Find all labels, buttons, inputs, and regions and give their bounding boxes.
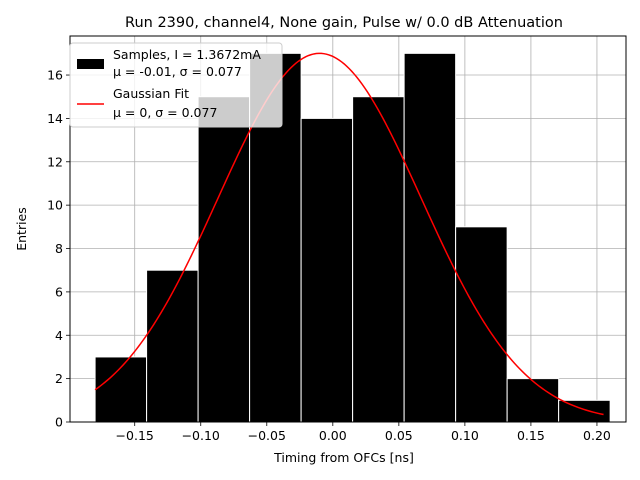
y-tick-label: 16 xyxy=(47,68,63,83)
legend-samples-label: Samples, I = 1.3672mA xyxy=(113,47,261,62)
histogram-bar xyxy=(455,226,508,423)
histogram-bar xyxy=(300,117,354,423)
x-tick-label: 0.05 xyxy=(385,428,413,443)
legend: Samples, I = 1.3672mA μ = -0.01, σ = 0.0… xyxy=(69,42,283,128)
y-tick-label: 2 xyxy=(55,371,63,386)
x-tick-label: 0.00 xyxy=(319,428,347,443)
x-tick-label: 0.15 xyxy=(517,428,545,443)
y-tick-label: 4 xyxy=(55,328,63,343)
x-axis-title: Timing from OFCs [ns] xyxy=(273,450,414,465)
histogram-bar xyxy=(506,378,560,423)
chart-title: Run 2390, channel4, None gain, Pulse w/ … xyxy=(125,15,563,31)
y-tick-label: 14 xyxy=(47,111,63,126)
x-tick-label: 0.20 xyxy=(583,428,611,443)
x-tick-label: −0.10 xyxy=(182,428,220,443)
bars xyxy=(94,52,611,423)
x-tick-label: −0.15 xyxy=(116,428,154,443)
gaussian-fit-line xyxy=(94,52,604,416)
y-tick-label: 10 xyxy=(47,198,63,213)
histogram-bar xyxy=(403,52,457,423)
plot-area xyxy=(69,35,627,423)
histogram-bar xyxy=(558,399,611,423)
legend-samples-stats: μ = -0.01, σ = 0.077 xyxy=(113,64,242,79)
legend-fit-stats: μ = 0, σ = 0.077 xyxy=(113,105,217,120)
legend-samples-swatch xyxy=(77,59,104,69)
y-axis: 0 2 4 6 8 10 12 14 16 xyxy=(47,68,70,430)
x-tick-label: −0.05 xyxy=(248,428,286,443)
histogram-bar xyxy=(352,96,405,423)
y-tick-label: 12 xyxy=(47,154,63,169)
fit-curve-group xyxy=(94,52,604,416)
plot-frame xyxy=(69,35,627,423)
y-tick-label: 0 xyxy=(55,415,63,430)
legend-fit-label: Gaussian Fit xyxy=(113,86,189,101)
y-axis-title: Entries xyxy=(14,207,29,251)
y-tick-label: 6 xyxy=(55,284,63,299)
histogram-bar xyxy=(146,269,199,423)
histogram-bar xyxy=(197,96,251,423)
x-axis: −0.15 −0.10 −0.05 0.00 0.05 0.10 0.15 0.20 xyxy=(116,422,611,443)
y-tick-label: 8 xyxy=(55,241,63,256)
x-tick-label: 0.10 xyxy=(451,428,479,443)
legend-box xyxy=(69,42,283,128)
